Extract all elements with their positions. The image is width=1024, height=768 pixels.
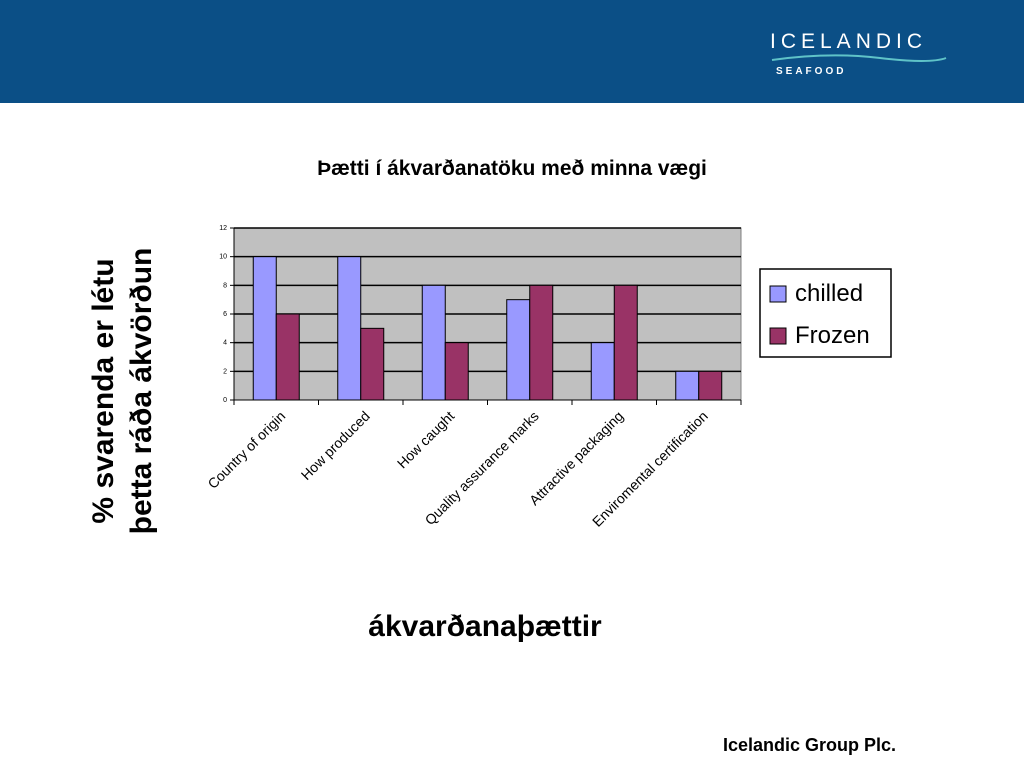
y-tick-label: 6 (223, 311, 227, 318)
logo-wordmark: ICELANDIC (770, 30, 928, 53)
y-tick-label: 0 (223, 397, 227, 404)
bar-chilled-6 (675, 370, 700, 401)
x-tick-label: How caught (394, 408, 458, 472)
bar-chilled-5 (590, 342, 615, 401)
x-tick-label: How produced (298, 408, 373, 483)
legend-label-frozen: Frozen (795, 322, 870, 349)
y-tick-label: 4 (223, 340, 227, 347)
bar-chilled-3 (421, 284, 446, 401)
bar-chilled-1 (252, 256, 277, 401)
bar-frozen-5 (613, 284, 638, 401)
x-axis-label: ákvarðanaþættir (368, 610, 602, 643)
bar-chilled-2 (337, 256, 362, 401)
y-tick-label: 2 (223, 368, 227, 375)
legend-label-chilled: chilled (795, 280, 863, 307)
bar-frozen-1 (275, 313, 300, 401)
y-tick-label: 10 (219, 254, 227, 261)
x-tick-label: Attractive packaging (526, 408, 626, 508)
header-banner: ICELANDIC SEAFOOD (0, 0, 1024, 103)
bar-frozen-2 (360, 327, 385, 401)
icelandic-seafood-logo: ICELANDIC SEAFOOD (770, 30, 950, 90)
y-tick-label: 12 (219, 225, 227, 232)
chart-title: Þætti í ákvarðanatöku með minna vægi (317, 157, 707, 180)
bar-frozen-6 (698, 370, 723, 401)
legend-swatch-chilled (769, 285, 787, 303)
bar-frozen-4 (529, 284, 554, 401)
legend-swatch-frozen (769, 327, 787, 345)
bar-frozen-3 (444, 342, 469, 401)
logo-subtitle: SEAFOOD (776, 66, 847, 77)
wave-icon (771, 54, 947, 62)
x-tick-label: Country of origin (204, 408, 288, 492)
y-tick-label: 8 (223, 282, 227, 289)
bar-chilled-4 (506, 299, 531, 401)
footer-company: Icelandic Group Plc. (722, 735, 896, 755)
